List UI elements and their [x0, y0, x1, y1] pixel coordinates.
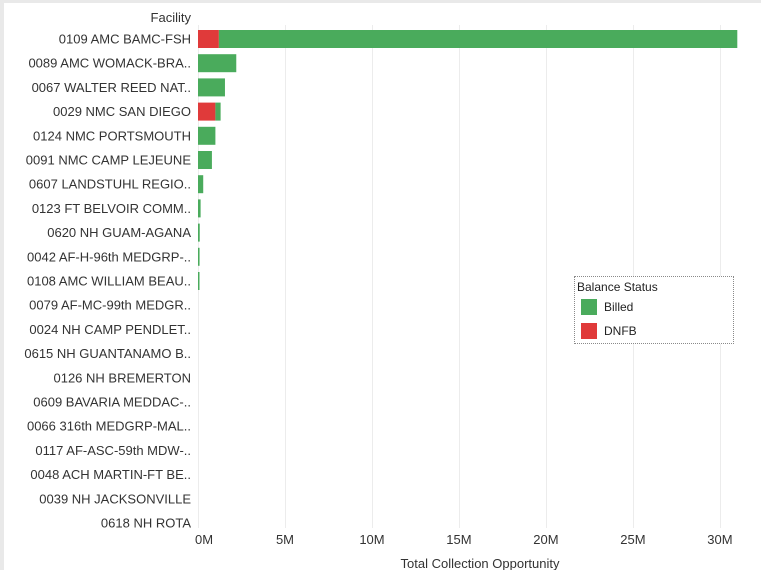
legend-label-dnfb: DNFB [604, 324, 637, 338]
category-label: 0109 AMC BAMC-FSH [59, 32, 191, 47]
chart-panel: 0109 AMC BAMC-FSH 0089 AMC WOMACK-BRA.. 00… [4, 3, 761, 570]
bar-billed[interactable] [198, 126, 216, 145]
bar-billed[interactable] [198, 78, 225, 97]
category-label: 0048 ACH MARTIN-FT BE.. [30, 467, 191, 482]
category-label: 0042 AF-H-96th MEDGRP-.. [27, 249, 191, 264]
bar-billed[interactable] [198, 151, 212, 169]
category-label: 0039 NH JACKSONVILLE [39, 491, 191, 506]
legend-swatch-dnfb [581, 323, 597, 339]
x-axis-title: Total Collection Opportunity [401, 556, 560, 570]
category-label: 0609 BAVARIA MEDDAC-.. [33, 395, 191, 410]
category-label: 0091 NMC CAMP LEJEUNE [26, 153, 192, 168]
category-label-layer: 0109 AMC BAMC-FSH 0089 AMC WOMACK-BRA.. 00… [24, 32, 191, 531]
x-tick-label: 10M [359, 532, 384, 547]
bar-billed[interactable] [218, 30, 738, 48]
bar-billed[interactable] [198, 199, 201, 218]
x-tick-label: 30M [707, 532, 732, 547]
category-label: 0615 NH GUANTANAMO B.. [24, 346, 191, 361]
bar-billed[interactable] [198, 54, 237, 73]
category-label: 0124 NMC PORTSMOUTH [33, 128, 191, 143]
bar-billed[interactable] [198, 272, 200, 290]
bar-chart: 0109 AMC BAMC-FSH 0089 AMC WOMACK-BRA.. 00… [24, 10, 738, 570]
x-tick-label: 5M [276, 532, 294, 547]
legend: Balance Status Billed DNFB [574, 276, 734, 344]
category-label: 0123 FT BELVOIR COMM.. [32, 201, 191, 216]
category-label: 0029 NMC SAN DIEGO [53, 104, 191, 119]
bar-billed[interactable] [198, 175, 204, 194]
row-header: Facility [151, 10, 192, 25]
bar-layer [198, 30, 738, 290]
legend-swatch-billed [581, 299, 597, 315]
category-label: 0126 NH BREMERTON [53, 370, 191, 385]
legend-title: Balance Status [577, 280, 658, 294]
category-label: 0108 AMC WILLIAM BEAU.. [27, 274, 191, 289]
category-label: 0079 AF-MC-99th MEDGR.. [29, 298, 191, 313]
category-label: 0067 WALTER REED NAT.. [32, 80, 191, 95]
legend-item-dnfb[interactable]: DNFB [581, 323, 637, 339]
x-tick-label: 20M [533, 532, 558, 547]
category-label: 0089 AMC WOMACK-BRA.. [28, 56, 191, 71]
category-label: 0024 NH CAMP PENDLET.. [29, 322, 191, 337]
bar-dnfb[interactable] [198, 102, 216, 121]
bar-dnfb[interactable] [198, 30, 219, 48]
x-tick-label: 25M [620, 532, 645, 547]
category-label: 0607 LANDSTUHL REGIO.. [29, 177, 191, 192]
legend-item-billed[interactable]: Billed [581, 299, 633, 315]
bar-billed[interactable] [198, 247, 200, 266]
x-tick-layer: 0M 5M 10M 15M 20M 25M 30M [195, 532, 733, 547]
bar-billed[interactable] [215, 102, 221, 121]
legend-label-billed: Billed [604, 300, 634, 314]
category-label: 0066 316th MEDGRP-MAL.. [27, 419, 191, 434]
category-label: 0618 NH ROTA [101, 516, 191, 531]
bar-billed[interactable] [198, 223, 200, 242]
x-tick-label: 15M [446, 532, 471, 547]
category-label: 0620 NH GUAM-AGANA [47, 225, 191, 240]
x-tick-label: 0M [195, 532, 213, 547]
category-label: 0117 AF-ASC-59th MDW-.. [35, 443, 191, 458]
